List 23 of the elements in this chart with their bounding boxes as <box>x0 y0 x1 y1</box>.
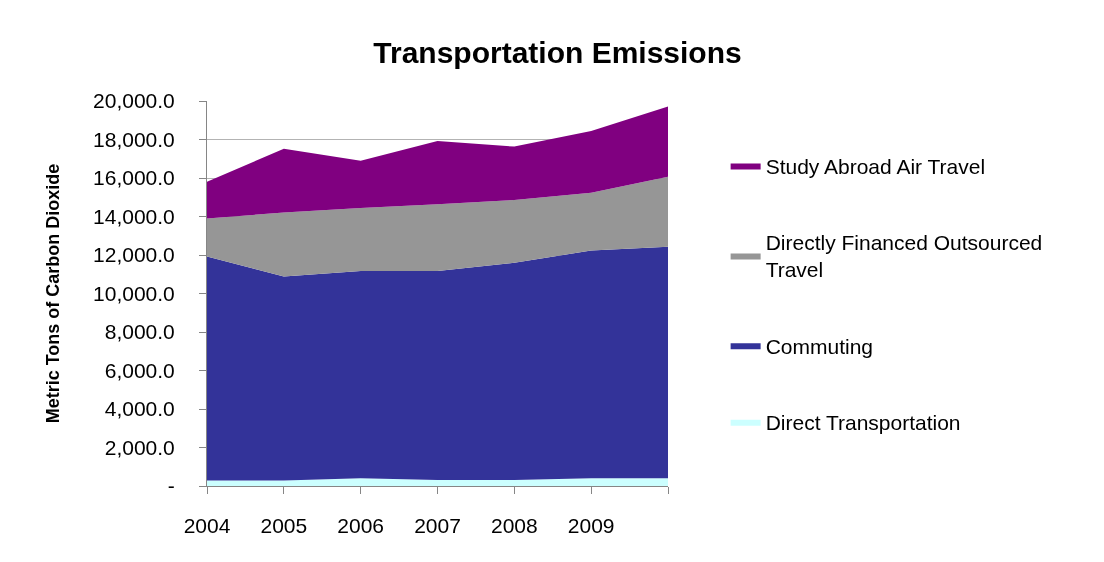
legend-label: Directly Financed Outsourced Travel <box>765 230 1043 282</box>
y-tick-label: - <box>167 474 175 498</box>
y-axis-title: Metric Tons of Carbon Dioxide <box>43 163 64 424</box>
legend-label: Direct Transportation <box>765 410 961 434</box>
y-tick-label: 16,000.0 <box>93 166 175 190</box>
y-tick-label: 10,000.0 <box>93 281 175 305</box>
y-tick-label: 2,000.0 <box>104 435 175 459</box>
y-tick-label: 18,000.0 <box>93 127 175 151</box>
y-tick-label: 4,000.0 <box>104 397 175 421</box>
x-tick-label: 2005 <box>260 514 308 538</box>
y-tick-label: 6,000.0 <box>104 358 175 382</box>
chart-title: Transportation Emissions <box>373 35 742 69</box>
y-tick-label: 20,000.0 <box>93 89 175 113</box>
x-tick-label: 2007 <box>414 514 461 538</box>
legend-label: Commuting <box>765 334 873 358</box>
x-tick-label: 2006 <box>337 514 385 538</box>
x-tick-label: 2009 <box>567 514 615 538</box>
x-tick-label: 2004 <box>183 514 231 538</box>
y-tick-label: 12,000.0 <box>93 243 175 267</box>
y-tick-label: 14,000.0 <box>93 204 175 228</box>
legend-label: Study Abroad Air Travel <box>765 154 986 178</box>
y-tick-label: 8,000.0 <box>104 320 175 344</box>
x-tick-label: 2008 <box>490 514 538 538</box>
